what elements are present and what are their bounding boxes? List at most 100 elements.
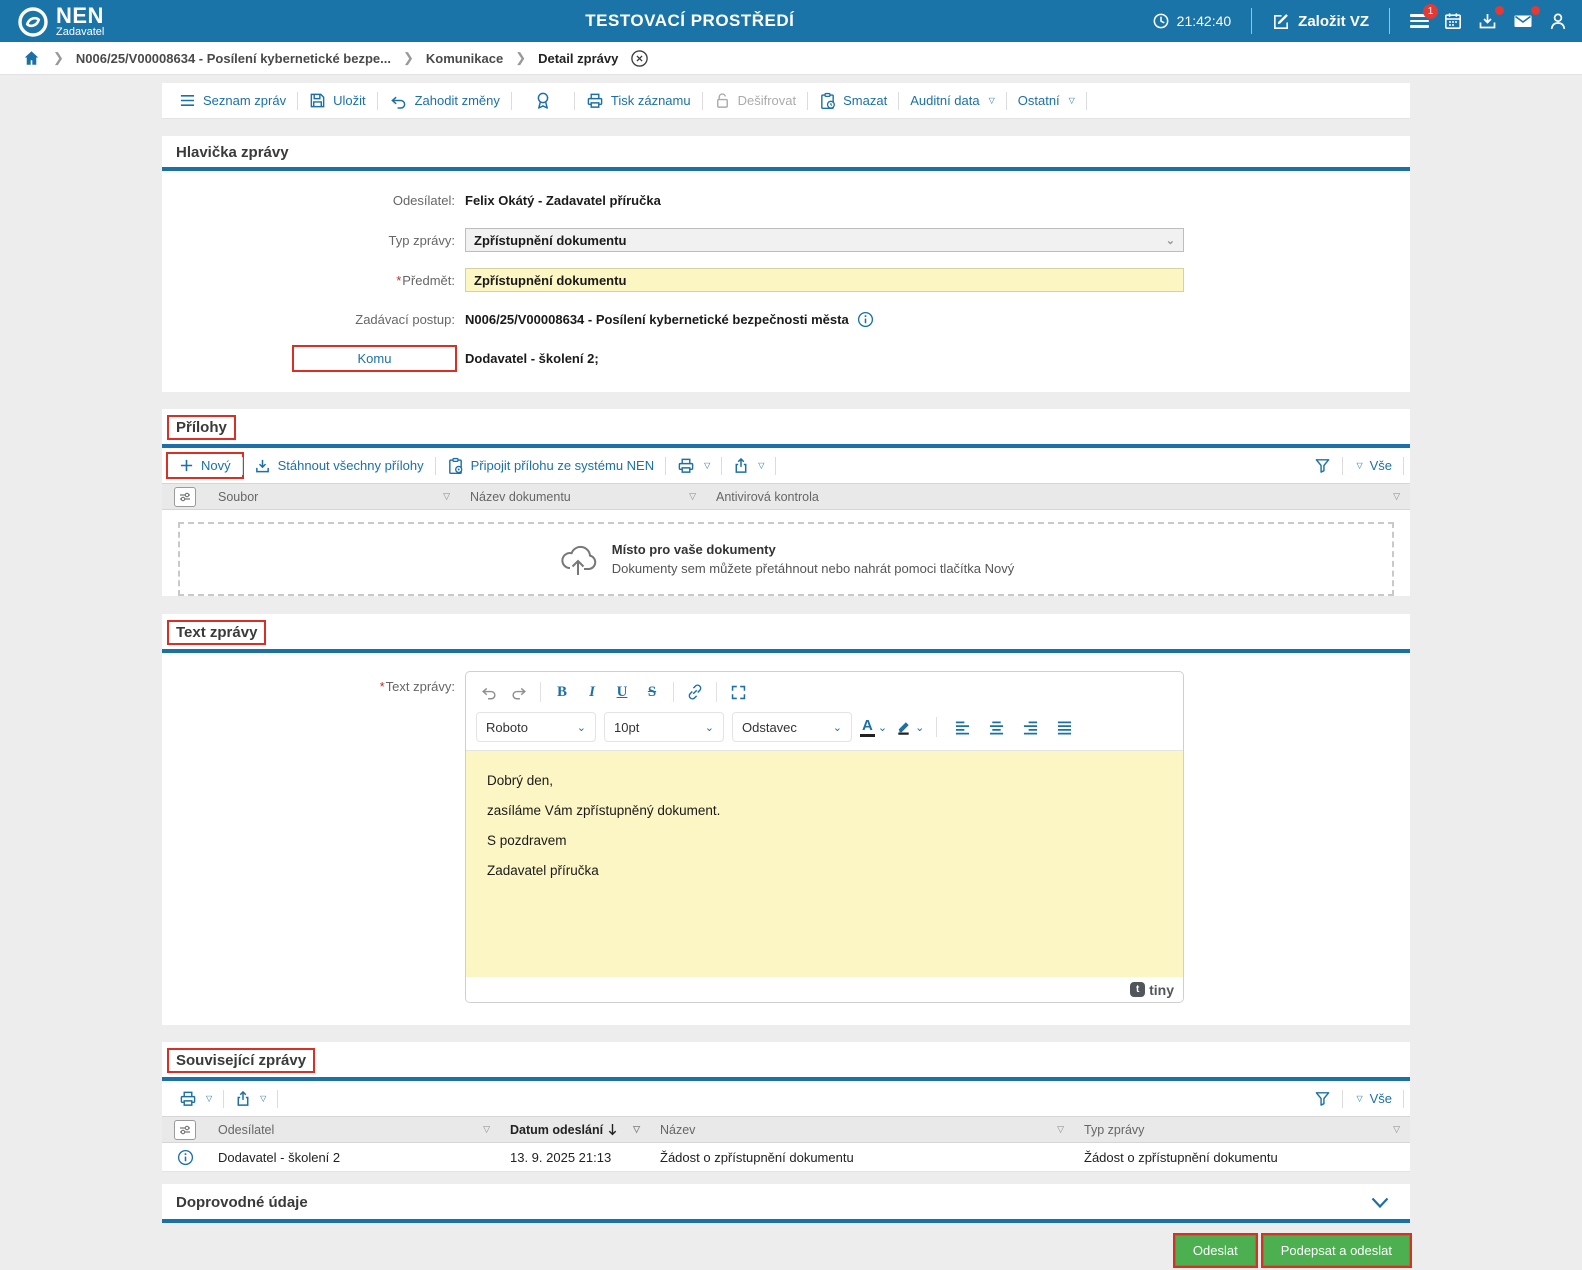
related-view-all-filter[interactable]: ▽ Vše [1343, 1087, 1403, 1110]
recipient-picker-button[interactable]: Komu [292, 345, 457, 372]
text-color-button[interactable]: A ⌄ [860, 717, 887, 737]
info-icon[interactable] [177, 1149, 194, 1166]
toolbar-divider [775, 456, 777, 475]
calendar-button[interactable] [1443, 11, 1463, 31]
other-menu[interactable]: Ostatní ▽ [1007, 89, 1086, 112]
toolbar-divider [510, 91, 512, 110]
logo-subtitle: Zadavatel [56, 25, 105, 38]
toolbar-divider [721, 456, 723, 475]
menu-badge: 1 [1423, 4, 1438, 20]
font-family-select[interactable]: Roboto ⌄ [476, 712, 596, 742]
sign-and-send-button[interactable]: Podepsat a odeslat [1260, 1233, 1413, 1268]
section-rule [162, 1219, 1410, 1223]
nen-logo[interactable]: NEN Zadavatel [18, 4, 228, 38]
discard-changes-button[interactable]: Zahodit změny [378, 89, 511, 113]
breadcrumb-item-detail-zpravy: Detail zprávy [538, 50, 619, 66]
message-header-section: Hlavička zprávy Odesílatel: Felix Okátý … [162, 136, 1410, 392]
tiny-brand[interactable]: t tiny [1130, 982, 1174, 998]
send-button[interactable]: Odeslat [1172, 1233, 1258, 1268]
body-field-label: *Text zprávy: [379, 679, 455, 694]
attachments-filter-button[interactable] [1303, 453, 1342, 478]
column-header-odesilatel[interactable]: Odesílatel ▽ [218, 1122, 490, 1137]
attachments-print-menu[interactable]: ▽ [666, 453, 721, 478]
breadcrumb-item-procedure[interactable]: N006/25/V00008634 - Posílení kybernetick… [75, 50, 391, 66]
related-export-menu[interactable]: ▽ [224, 1086, 277, 1111]
editor-paragraph: S pozdravem [487, 833, 567, 848]
attachments-dropzone[interactable]: Místo pro vaše dokumenty Dokumenty sem m… [178, 522, 1394, 596]
block-format-select[interactable]: Odstavec ⌄ [732, 712, 852, 742]
funnel-icon [1316, 1092, 1330, 1106]
save-button[interactable]: Uložit [298, 88, 377, 113]
redo-button[interactable] [506, 679, 532, 705]
column-header-nazev-dokumentu[interactable]: Název dokumentu ▽ [470, 489, 696, 504]
related-toolbar: ▽ ▽ ▽ Vše [162, 1081, 1410, 1116]
column-filter-icon[interactable]: ▽ [633, 1124, 640, 1134]
align-right-button[interactable] [1017, 714, 1043, 740]
accompanying-data-section: Doprovodné údaje [162, 1184, 1410, 1223]
main-menu-button[interactable]: 1 [1410, 4, 1438, 31]
message-type-select[interactable]: Zpřístupnění dokumentu ⌄ [465, 228, 1184, 252]
attachments-export-menu[interactable]: ▽ [722, 453, 775, 478]
attach-from-nen-button[interactable]: Připojit přílohu ze systému NEN [436, 453, 666, 479]
dropdown-triangle-icon: ▽ [260, 1094, 267, 1103]
align-center-button[interactable] [983, 714, 1009, 740]
subject-row: *Předmět: Zpřístupnění dokumentu [162, 268, 1410, 292]
font-size-select[interactable]: 10pt ⌄ [604, 712, 724, 742]
header-divider [1389, 8, 1390, 34]
editor-content-area[interactable]: Dobrý den, zasíláme Vám zpřístupněný dok… [466, 751, 1183, 977]
strikethrough-button[interactable]: S [647, 683, 657, 700]
subject-input[interactable]: Zpřístupnění dokumentu [465, 268, 1184, 292]
breadcrumb-item-komunikace[interactable]: Komunikace [425, 50, 504, 66]
highlight-color-button[interactable]: ⌄ [895, 719, 924, 736]
print-record-button[interactable]: Tisk záznamu [575, 88, 702, 113]
related-filter-button[interactable] [1303, 1086, 1342, 1111]
editor-divider [673, 682, 674, 702]
breadcrumb-separator: ❯ [515, 50, 527, 65]
undo-button[interactable] [476, 679, 502, 705]
underline-button[interactable]: U [616, 683, 628, 700]
toolbar-divider [223, 1089, 225, 1108]
app-header: NEN Zadavatel TESTOVACÍ PROSTŘEDÍ 21:42:… [0, 0, 1582, 42]
column-header-nazev[interactable]: Název ▽ [660, 1122, 1064, 1137]
fullscreen-button[interactable] [725, 679, 751, 705]
message-list-button[interactable]: Seznam zpráv [168, 89, 297, 112]
column-filter-icon[interactable]: ▽ [689, 491, 696, 501]
new-attachment-button[interactable]: Nový [166, 452, 244, 479]
column-filter-icon[interactable]: ▽ [443, 491, 450, 501]
download-all-button[interactable]: Stáhnout všechny přílohy [243, 454, 435, 478]
italic-button[interactable]: I [589, 683, 595, 700]
column-filter-icon[interactable]: ▽ [1393, 1124, 1400, 1134]
bold-button[interactable]: B [556, 683, 567, 700]
delete-button[interactable]: Smazat [808, 88, 898, 114]
related-message-row[interactable]: Dodavatel - školení 2 13. 9. 2025 21:13 … [162, 1143, 1410, 1172]
expand-section-chevron-icon[interactable] [1370, 1196, 1390, 1210]
column-filter-icon[interactable]: ▽ [483, 1124, 490, 1134]
sort-descending-icon [608, 1124, 617, 1136]
link-button[interactable] [682, 679, 708, 705]
toolbar-divider [807, 91, 809, 110]
user-profile-button[interactable] [1548, 11, 1568, 31]
info-icon[interactable] [857, 311, 874, 328]
close-tab-icon[interactable] [630, 49, 649, 68]
create-vz-button[interactable]: Založit VZ [1272, 12, 1369, 31]
column-header-antivirova-kontrola[interactable]: Antivirová kontrola ▽ [716, 489, 1400, 504]
column-header-typ-zpravy[interactable]: Typ zprávy ▽ [1084, 1122, 1400, 1137]
column-settings-icon[interactable] [174, 1119, 196, 1140]
save-label: Uložit [333, 93, 366, 108]
column-header-soubor[interactable]: Soubor ▽ [218, 489, 450, 504]
column-filter-icon[interactable]: ▽ [1057, 1124, 1064, 1134]
align-left-button[interactable] [949, 714, 975, 740]
downloads-button[interactable] [1477, 6, 1504, 31]
column-header-datum-odeslani[interactable]: Datum odeslání ▽ [510, 1122, 640, 1137]
align-justify-button[interactable] [1051, 714, 1077, 740]
download-tray-icon [1479, 14, 1496, 29]
column-filter-icon[interactable]: ▽ [1393, 491, 1400, 501]
messages-button[interactable] [1512, 6, 1540, 31]
seal-button[interactable] [512, 87, 574, 114]
column-settings-icon[interactable] [174, 486, 196, 507]
home-icon[interactable] [22, 49, 41, 67]
section-rule [162, 1077, 1410, 1081]
audit-data-menu[interactable]: Auditní data ▽ [899, 89, 1006, 112]
attachments-view-all-filter[interactable]: ▽ Vše [1343, 454, 1403, 477]
related-print-menu[interactable]: ▽ [168, 1086, 223, 1111]
